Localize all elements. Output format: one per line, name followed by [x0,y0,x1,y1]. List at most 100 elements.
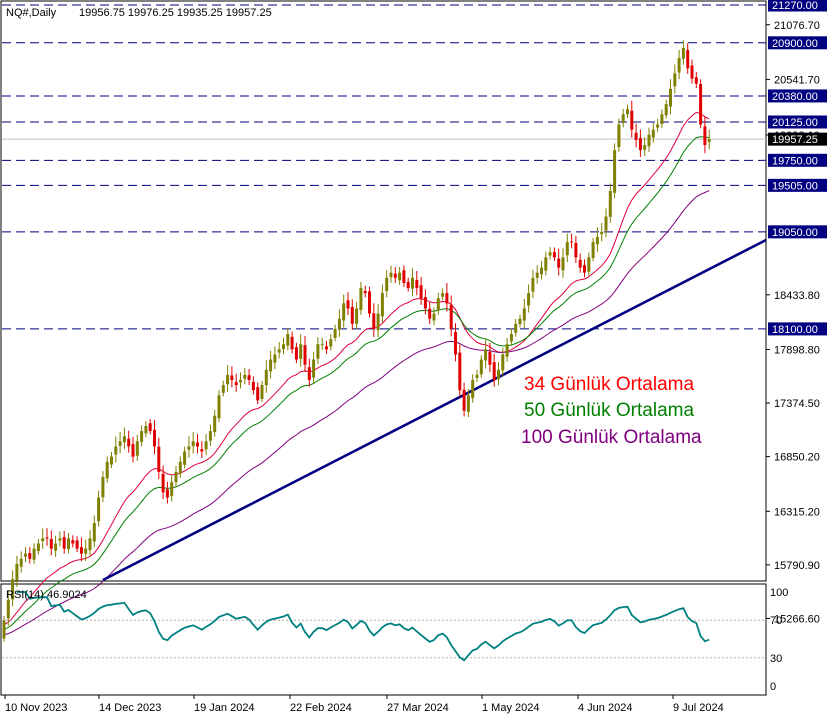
level-label-1: 20900.00 [772,38,818,50]
candle-body [204,441,208,450]
price-tick-label: 15266.60 [774,613,820,625]
time-tick-label: 4 Jun 2024 [578,702,632,714]
candle-body [286,334,290,346]
time-tick-label: 9 Jul 2024 [673,702,724,714]
price-tick-label: 20541.70 [774,74,820,86]
candle-body [669,88,672,107]
candle-body [303,345,307,365]
candle-body [213,415,217,433]
candle-body [514,323,518,333]
candle-body [6,599,10,619]
candle-body [535,272,539,278]
candle-body [277,349,281,353]
time-tick-label: 27 Mar 2024 [387,702,449,714]
candle-body [28,553,32,559]
candle-body [673,73,677,87]
candle-body [200,449,204,452]
level-label-3: 20125.00 [772,117,818,129]
candle-body [101,477,105,498]
candle-body [88,538,92,551]
candle-body [153,429,156,447]
candle-body [656,124,660,128]
time-tick-label: 14 Dec 2023 [99,702,161,714]
rsi-axis-label: 0 [770,681,776,693]
candle-body [419,285,423,299]
candle-body [578,259,582,268]
candle-body [273,354,277,363]
candle-body [600,231,604,235]
time-tick-label: 10 Nov 2023 [5,702,67,714]
candle-body [346,300,350,309]
candle-body [466,395,470,412]
candle-body [127,438,131,447]
rsi-indicator: 100 70 30 0 [2,587,788,693]
legend-ma100: 100 Günlük Ortalama [521,427,702,448]
candle-body [110,456,113,465]
candle-body [135,441,139,456]
candle-body [385,277,389,292]
candle-body [557,258,561,268]
candle-body [11,579,15,600]
trend-line[interactable] [102,238,767,582]
candle-body [58,538,62,541]
price-tick-label: 18433.80 [774,290,820,302]
candle-body [677,58,681,73]
candle-body [664,104,668,116]
candle-body [690,65,694,79]
rsi-axis-label: 100 [770,587,788,599]
candle-body [436,298,440,311]
candle-body [393,273,397,278]
candle-body [617,124,621,148]
rsi-pane-frame [0,583,767,696]
candle-body [2,620,6,639]
candle-body [415,279,419,289]
candle-body [75,540,79,549]
candle-body [479,359,483,375]
candle-body [406,282,410,289]
candle-body [342,303,346,321]
candle-body [681,47,685,59]
ma-line-100 [3,190,710,636]
candle-body [527,293,531,306]
level-label-5-bg [768,178,827,192]
candle-body [79,547,83,554]
candle-body [114,446,118,455]
candle-body [634,132,638,140]
symbol-label: NQ#,Daily [6,7,57,19]
level-label-4: 19750.00 [772,155,818,167]
candle-body [67,538,70,549]
candle-body [84,548,88,554]
candle-body [595,236,599,245]
level-label-6: 19050.00 [772,227,818,239]
time-axis: 10 Nov 2023 14 Dec 2023 19 Jan 2024 22 Feb … [4,695,724,714]
legend-ma50: 50 Günlük Ortalama [524,400,694,421]
candle-body [350,306,354,324]
candle-body [256,387,260,401]
candle-body [32,548,36,560]
candle-body [363,291,367,294]
candle-body [497,369,500,380]
level-labels: 21270.00 20900.00 20380.00 20125.00 19750.00… [768,0,827,336]
rsi-axis-label: 30 [770,653,782,665]
level-label-1-bg [768,36,827,50]
candle-body [423,297,427,309]
time-tick-label: 22 Feb 2024 [290,702,352,714]
level-label-2: 20380.00 [772,91,818,103]
ma-line-50 [3,136,710,631]
candle-body [191,441,195,447]
candle-body [49,538,53,549]
candle-body [148,423,152,432]
candle-body [372,313,376,329]
candle-body [196,442,199,447]
candle-body [505,344,509,357]
legend-ma34: 34 Günlük Ortalama [524,374,694,395]
candle-body [540,267,543,275]
candle-body [518,318,522,325]
candle-body [548,252,552,256]
candle-body [41,538,45,542]
candles [2,40,711,642]
candle-body [570,241,574,243]
candle-body [294,347,298,360]
candle-body [707,139,711,142]
candle-body [217,395,221,419]
